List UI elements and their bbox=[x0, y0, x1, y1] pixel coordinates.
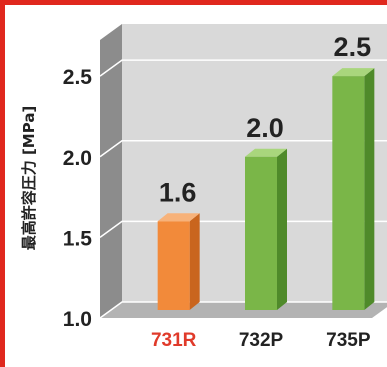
bar-731R bbox=[157, 213, 200, 310]
bars bbox=[157, 68, 375, 310]
bar-top bbox=[245, 148, 287, 157]
frame-left bbox=[0, 0, 5, 367]
category-label: 731R bbox=[151, 330, 197, 351]
data-labels: 1.6 2.0 2.5 bbox=[159, 32, 371, 207]
bar-front bbox=[157, 221, 190, 310]
bar-front bbox=[332, 76, 365, 310]
y-tick-label: 2.0 bbox=[63, 147, 92, 170]
gridlines bbox=[99, 59, 387, 319]
y-tick-label: 1.5 bbox=[63, 227, 93, 250]
gridline bbox=[99, 220, 387, 238]
y-axis-ticks: 1.0 1.5 2.0 2.5 bbox=[63, 66, 93, 331]
y-tick-label: 1.0 bbox=[63, 308, 92, 331]
data-label: 2.0 bbox=[246, 113, 284, 143]
frame-top bbox=[0, 0, 387, 5]
bar-side bbox=[277, 148, 287, 310]
bar-735P bbox=[332, 68, 375, 310]
bar-side bbox=[364, 68, 375, 310]
category-label: 735P bbox=[326, 330, 371, 351]
data-label: 1.6 bbox=[159, 177, 197, 207]
bar-side bbox=[189, 213, 200, 310]
y-tick-label: 2.5 bbox=[63, 66, 93, 89]
chart-left-wall bbox=[100, 24, 122, 318]
category-label: 732P bbox=[239, 330, 284, 351]
data-label: 2.5 bbox=[334, 32, 372, 62]
gridline bbox=[99, 140, 387, 158]
gridline bbox=[99, 301, 387, 319]
bar-732P bbox=[245, 148, 287, 310]
gridline bbox=[99, 59, 387, 77]
bar-top bbox=[157, 213, 200, 222]
bar-front bbox=[245, 156, 277, 310]
y-axis-title: 最高許容圧力 [MPa] bbox=[20, 106, 38, 251]
category-labels: 731R 732P 735P bbox=[151, 330, 371, 351]
bar-top bbox=[332, 68, 375, 77]
